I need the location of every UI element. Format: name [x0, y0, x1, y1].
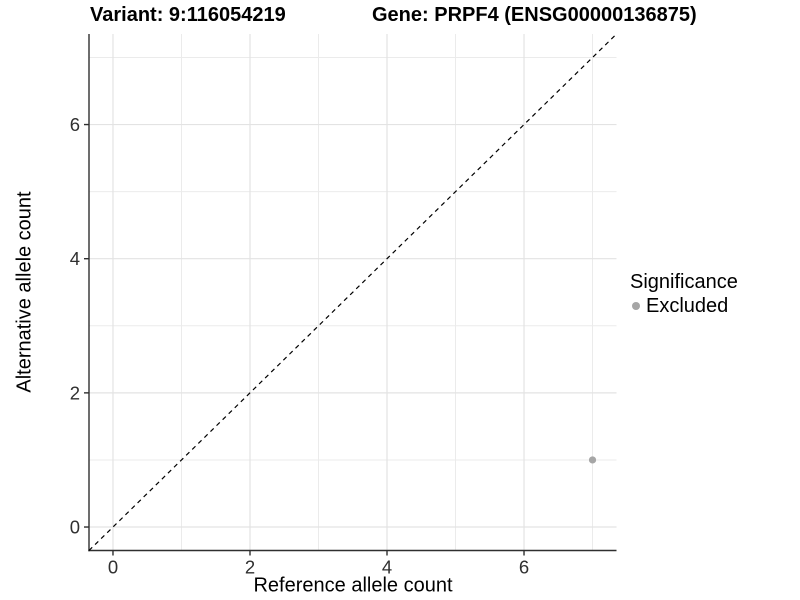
y-axis-title: Alternative allele count: [13, 191, 36, 393]
legend-title: Significance: [630, 271, 738, 293]
data-point: [588, 456, 597, 464]
legend-dot-icon: [632, 302, 640, 310]
y-tick-label: 0: [70, 517, 80, 538]
legend-item-label: Excluded: [646, 295, 729, 317]
x-tick-label: 0: [108, 557, 118, 578]
y-tick-label: 2: [70, 382, 80, 403]
reference-line: [88, 33, 617, 551]
y-tick-label: 4: [70, 248, 80, 269]
legend: Significance Excluded: [630, 270, 738, 317]
legend-item-excluded: Excluded: [630, 295, 738, 317]
x-tick-label: 4: [382, 557, 392, 578]
plot-title-gene: Gene: PRPF4 (ENSG00000136875): [372, 4, 697, 26]
y-tick-label: 6: [70, 114, 80, 135]
x-tick-label: 2: [245, 557, 255, 578]
x-tick-label: 6: [519, 557, 529, 578]
x-axis-title: Reference allele count: [253, 574, 453, 597]
plot-title-variant: Variant: 9:116054219: [90, 4, 286, 26]
